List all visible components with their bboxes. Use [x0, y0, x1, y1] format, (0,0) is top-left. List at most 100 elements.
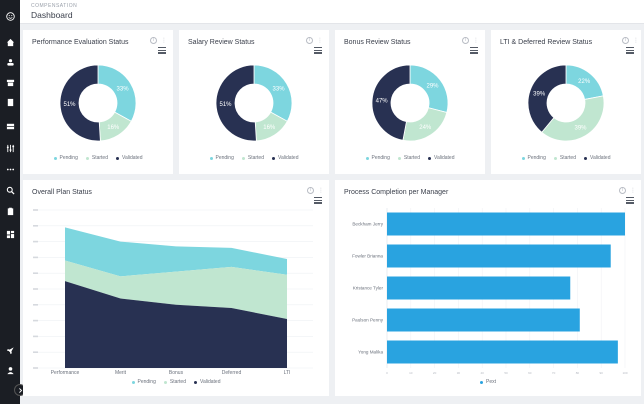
x-tick-label: 0 — [386, 371, 388, 375]
info-icon[interactable]: i — [307, 187, 314, 194]
slice-label: 47% — [376, 98, 389, 104]
slice-label: 39% — [574, 126, 587, 132]
area-pending[interactable] — [65, 227, 287, 277]
legend-pext[interactable]: Pext — [479, 379, 496, 385]
slice-label: 22% — [578, 79, 591, 85]
area-started[interactable] — [65, 260, 287, 320]
y-tick-label: Kristance Tyler — [353, 286, 384, 291]
legend-validated[interactable]: Validated — [584, 155, 610, 161]
slice-label: 29% — [427, 84, 440, 90]
legend-validated[interactable]: Validated — [194, 379, 220, 385]
sidebar — [0, 0, 20, 404]
legend-started[interactable]: Started — [397, 155, 420, 161]
donut-slice-started[interactable] — [541, 95, 605, 142]
profile-icon[interactable] — [4, 364, 16, 376]
x-tick-label: Performance — [51, 370, 80, 376]
donut-slice-validated[interactable] — [215, 64, 257, 142]
legend-started[interactable]: Started — [241, 155, 264, 161]
donut-chart: 33% 16% 51% — [59, 64, 137, 142]
more-icon[interactable] — [4, 163, 16, 175]
more-vertical-icon[interactable]: ⋮ — [473, 38, 479, 44]
chart-menu-button[interactable] — [314, 47, 322, 54]
legend-validated[interactable]: Validated — [272, 155, 298, 161]
legend-pending[interactable]: Pending — [365, 155, 390, 161]
card-title: Bonus Review Status — [344, 39, 411, 46]
x-tick-label: Deferred — [222, 370, 242, 376]
donut-chart: 22% 39% 39% — [527, 64, 605, 142]
more-vertical-icon[interactable]: ⋮ — [317, 38, 323, 44]
donut-card-performance: Performance Evaluation Status i ⋮ 33% 16%… — [23, 30, 173, 174]
home-icon[interactable] — [4, 36, 16, 48]
info-icon[interactable]: i — [150, 37, 157, 44]
chart-menu-button[interactable] — [314, 197, 322, 204]
chart-menu-button[interactable] — [470, 47, 478, 54]
bar-chart: 0 10 20 30 40 50 60 70 80 90 100 Beckham Jerry Fowle… — [352, 208, 628, 375]
donut-chart: 33% 16% 51% — [215, 64, 293, 142]
clipboard-icon[interactable] — [4, 205, 16, 217]
legend-pending[interactable]: Pending — [53, 155, 78, 161]
shop-icon[interactable] — [4, 76, 16, 88]
more-vertical-icon[interactable]: ⋮ — [630, 188, 636, 194]
bar[interactable] — [387, 340, 618, 364]
more-vertical-icon[interactable]: ⋮ — [633, 38, 639, 44]
x-tick-label: Bonus — [169, 370, 184, 376]
info-icon[interactable]: i — [462, 37, 469, 44]
chart-legend: Pending Started Validated — [335, 155, 485, 161]
donut-card-lti: LTI & Deferred Review Status i ⋮ 22% 39% 3… — [491, 30, 641, 174]
bar[interactable] — [387, 212, 625, 236]
table-icon[interactable] — [4, 120, 16, 132]
page-header: COMPENSATION Dashboard — [20, 0, 644, 24]
donut-slice-validated[interactable] — [527, 64, 567, 133]
info-icon[interactable]: i — [622, 37, 629, 44]
chart-menu-button[interactable] — [158, 47, 166, 54]
legend-started[interactable]: Started — [553, 155, 576, 161]
area-chart: Performance Merit Bonus Deferred LTI — [33, 209, 313, 376]
legend-validated[interactable]: Validated — [116, 155, 142, 161]
info-icon[interactable]: i — [306, 37, 313, 44]
x-tick-label: 70 — [552, 371, 556, 375]
legend-started[interactable]: Started — [85, 155, 108, 161]
x-tick-label: 40 — [481, 371, 485, 375]
area-validated[interactable] — [65, 281, 287, 368]
search-icon[interactable] — [4, 184, 16, 196]
more-vertical-icon[interactable]: ⋮ — [161, 38, 167, 44]
slice-label: 33% — [117, 86, 130, 92]
bar[interactable] — [387, 244, 611, 268]
donut-slice-pending[interactable] — [253, 64, 293, 122]
rocket-icon[interactable] — [4, 344, 16, 356]
dashboard-icon[interactable] — [4, 228, 16, 240]
legend-started[interactable]: Started — [163, 379, 186, 385]
slice-label: 24% — [419, 125, 432, 131]
team-icon[interactable] — [4, 56, 16, 68]
bar[interactable] — [387, 276, 571, 300]
chevron-right-icon — [18, 387, 22, 393]
donut-slice-validated[interactable] — [59, 64, 101, 142]
donut-slice-pending[interactable] — [97, 64, 137, 122]
chart-legend: Pending Started Validated — [179, 155, 329, 161]
y-tick-label: Yong Malika — [358, 350, 383, 355]
x-tick-label: Merit — [115, 370, 127, 376]
card-title: Salary Review Status — [188, 39, 255, 46]
x-tick-label: 20 — [433, 371, 437, 375]
chart-menu-button[interactable] — [626, 197, 634, 204]
card-title: Performance Evaluation Status — [32, 39, 129, 46]
legend-pending[interactable]: Pending — [209, 155, 234, 161]
chart-legend: Pending Started Validated — [23, 155, 173, 161]
chart-menu-button[interactable] — [626, 47, 634, 54]
legend-pending[interactable]: Pending — [131, 379, 156, 385]
sliders-icon[interactable] — [4, 142, 16, 154]
bar[interactable] — [387, 308, 580, 332]
legend-pending[interactable]: Pending — [521, 155, 546, 161]
y-tick-label: Paulson Penny — [352, 318, 384, 323]
user-smiley-icon[interactable] — [4, 10, 16, 22]
breadcrumb[interactable]: COMPENSATION — [31, 3, 78, 9]
overall-plan-card: Overall Plan Status i ⋮ Performance Merit… — [23, 180, 329, 396]
x-tick-label: 50 — [504, 371, 508, 375]
document-icon[interactable] — [4, 96, 16, 108]
legend-validated[interactable]: Validated — [428, 155, 454, 161]
card-title: LTI & Deferred Review Status — [500, 39, 593, 46]
info-icon[interactable]: i — [619, 187, 626, 194]
more-vertical-icon[interactable]: ⋮ — [318, 188, 324, 194]
donut-slice-validated[interactable] — [371, 64, 411, 141]
x-tick-label: LTI — [284, 370, 291, 376]
